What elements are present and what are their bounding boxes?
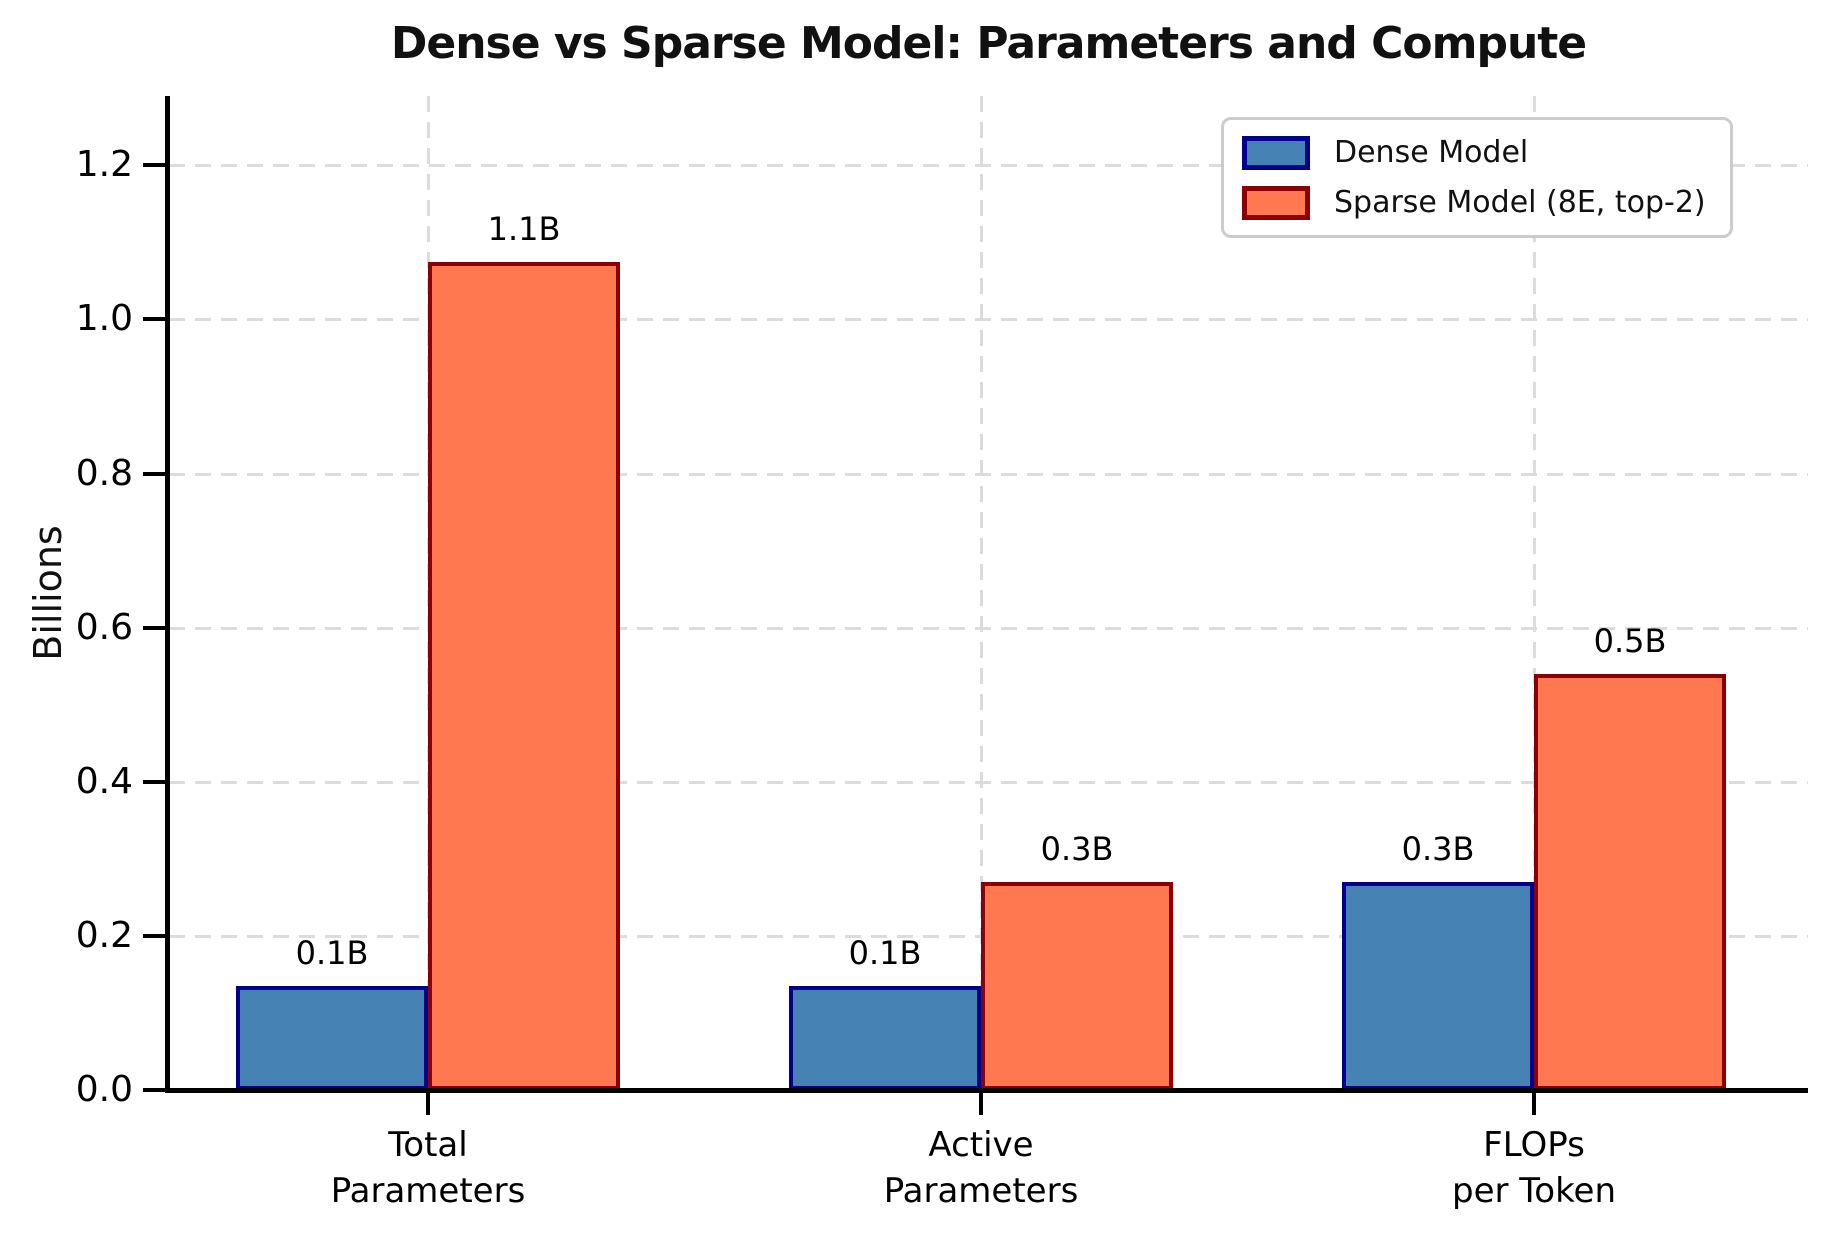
x-category-label-0: Total Parameters [330,1125,526,1211]
bar-dense-model-flops-per-token [1342,882,1534,1090]
x-tick-mark-0 [426,1093,430,1115]
legend-label-1: Sparse Model (8E, top-2) [1334,185,1706,220]
bar-dense-model-active-parameters [789,986,981,1090]
bar-sparse-model-8e-top-2--active-parameters [981,882,1173,1090]
value-label-dense-model-flops-per-token: 0.3B [1401,830,1475,868]
value-label-sparse-model-8e-top-2--total-parameters: 1.1B [487,210,561,248]
bar-dense-model-total-parameters [236,986,428,1090]
y-tick-label-0.4: 0.4 [75,760,133,802]
y-tick-label-0.0: 0.0 [75,1069,133,1110]
y-tick-label-0.2: 0.2 [75,914,133,956]
x-tick-mark-2 [1532,1093,1536,1115]
gridline-horizontal-0.8 [169,472,1808,476]
value-label-dense-model-active-parameters: 0.1B [848,934,922,972]
x-category-label-2: FLOPs per Token [1451,1125,1617,1211]
y-tick-mark-0.8 [143,471,165,476]
x-category-label-1: Active Parameters [883,1125,1079,1211]
legend-row-1: Sparse Model (8E, top-2) [1242,185,1706,220]
chart-title: Dense vs Sparse Model: Parameters and Co… [390,18,1587,69]
y-axis-spine [165,96,170,1093]
bar-sparse-model-8e-top-2--flops-per-token [1534,674,1726,1090]
y-tick-label-0.6: 0.6 [75,606,133,648]
gridline-vertical-2 [1533,96,1536,1090]
value-label-sparse-model-8e-top-2--flops-per-token: 0.5B [1593,622,1667,660]
gridline-horizontal-1.0 [169,318,1808,322]
y-tick-mark-0.4 [143,779,165,784]
legend: Dense Model Sparse Model (8E, top-2) [1221,117,1733,238]
y-tick-label-1.2: 1.2 [75,144,133,186]
y-tick-label-0.8: 0.8 [75,452,133,494]
y-tick-mark-1.0 [143,317,165,322]
y-tick-mark-0.6 [143,625,165,630]
legend-swatch-icon-0 [1242,135,1310,170]
legend-swatch-icon-1 [1242,185,1310,220]
y-tick-mark-0.2 [143,933,165,938]
value-label-dense-model-total-parameters: 0.1B [295,934,369,972]
value-label-sparse-model-8e-top-2--active-parameters: 0.3B [1040,830,1114,868]
gridline-horizontal-0.6 [169,626,1808,630]
x-tick-mark-1 [979,1093,983,1115]
x-axis-spine [165,1088,1808,1093]
legend-label-0: Dense Model [1334,135,1529,170]
gridline-horizontal-1.2 [169,164,1808,168]
bar-sparse-model-8e-top-2--total-parameters [428,262,620,1090]
gridline-vertical-1 [980,96,983,1090]
y-tick-mark-0.0 [143,1088,165,1092]
y-tick-label-1.0: 1.0 [75,298,133,340]
legend-row-0: Dense Model [1242,135,1706,170]
gridline-horizontal-0.4 [169,780,1808,784]
y-tick-mark-1.2 [143,163,165,168]
